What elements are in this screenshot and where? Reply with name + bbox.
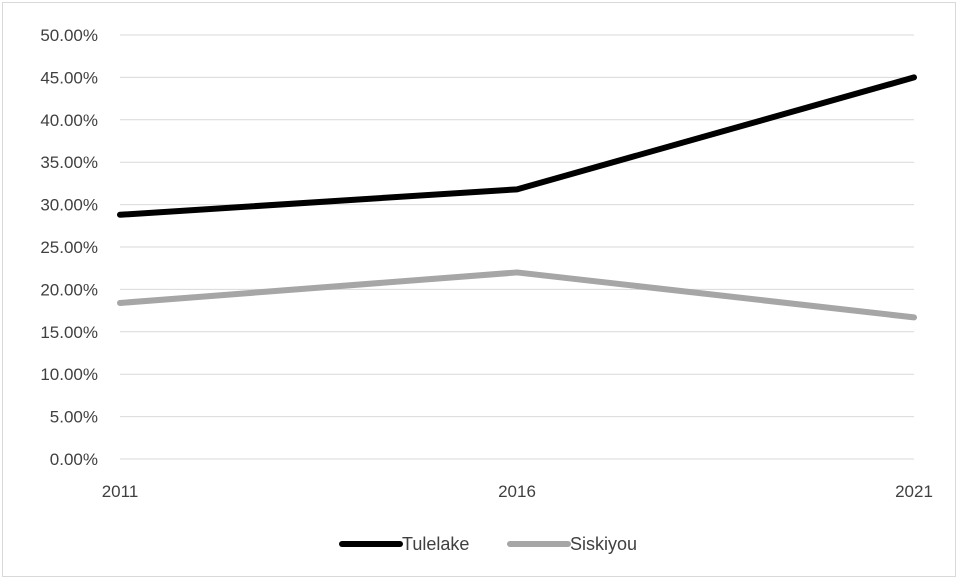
x-tick-label: 2021: [895, 482, 933, 501]
y-tick-label: 10.00%: [40, 365, 98, 384]
y-tick-label: 50.00%: [40, 26, 98, 45]
y-tick-label: 15.00%: [40, 323, 98, 342]
y-tick-label: 35.00%: [40, 153, 98, 172]
series-lines: [117, 74, 917, 321]
series-line-siskiyou: [117, 269, 917, 321]
x-tick-label: 2016: [498, 482, 536, 501]
legend-label-siskiyou: Siskiyou: [570, 534, 637, 554]
gridlines: [120, 34, 914, 460]
y-tick-label: 25.00%: [40, 238, 98, 257]
y-tick-label: 0.00%: [50, 450, 98, 469]
y-tick-label: 5.00%: [50, 408, 98, 427]
y-tick-label: 20.00%: [40, 280, 98, 299]
y-tick-label: 30.00%: [40, 196, 98, 215]
series-line-tulelake: [117, 74, 917, 218]
x-tick-label: 2011: [102, 482, 139, 501]
x-axis-ticks: 2011 2016 2021: [102, 482, 933, 501]
y-tick-label: 45.00%: [40, 68, 98, 87]
legend: Tulelake Siskiyou: [339, 534, 637, 554]
y-tick-label: 40.00%: [40, 111, 98, 130]
y-axis-ticks: 0.00% 5.00% 10.00% 15.00% 20.00% 25.00% 30.00%…: [40, 26, 98, 469]
legend-label-tulelake: Tulelake: [402, 534, 469, 554]
